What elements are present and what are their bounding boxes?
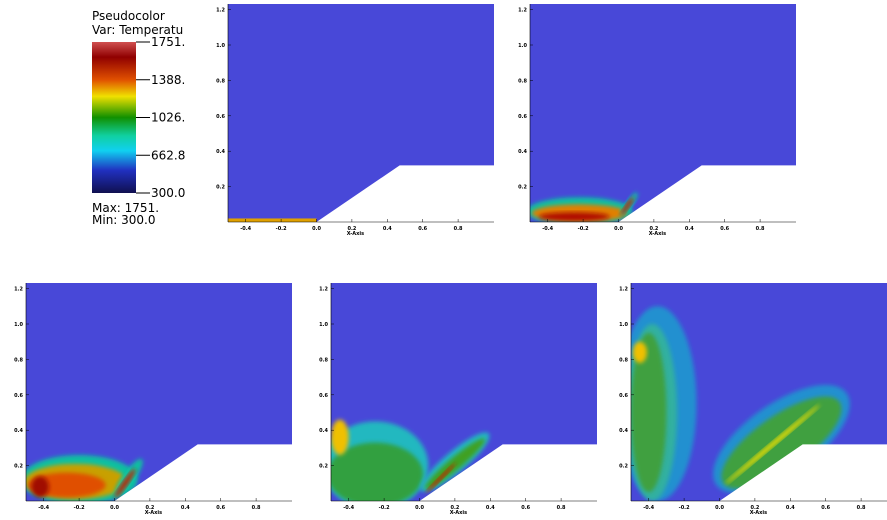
y-tick-label: 1.2 xyxy=(14,287,23,293)
y-tick-label: 0.6 xyxy=(216,114,225,120)
x-tick-label: 0.6 xyxy=(418,226,427,232)
x-axis-label: X-Axis xyxy=(145,510,162,516)
colorbar-label: 662.8 xyxy=(151,148,185,162)
screen: Pseudocolor Var: Temperatu 1751.1388.102… xyxy=(0,0,887,520)
legend-min: Min: 300.0 xyxy=(92,213,156,227)
y-tick-label: 0.2 xyxy=(216,185,225,191)
y-tick-label: 1.0 xyxy=(14,322,23,328)
x-tick-label: 0.6 xyxy=(521,505,530,511)
y-tick-label: 0.4 xyxy=(319,428,328,434)
legend: Pseudocolor Var: Temperatu 1751.1388.102… xyxy=(92,9,185,227)
x-tick-label: -0.4 xyxy=(643,505,654,511)
y-tick-label: 1.0 xyxy=(216,43,225,49)
x-tick-label: 0.8 xyxy=(252,505,261,511)
temperature-region xyxy=(331,420,349,455)
y-tick-label: 0.8 xyxy=(319,357,328,363)
y-tick-label: 1.2 xyxy=(518,8,527,14)
x-tick-label: 0.0 xyxy=(110,505,119,511)
x-tick-label: 0.4 xyxy=(786,505,795,511)
y-tick-label: 0.8 xyxy=(14,357,23,363)
x-tick-label: 0.0 xyxy=(715,505,724,511)
x-tick-label: 0.6 xyxy=(216,505,225,511)
x-tick-label: -0.4 xyxy=(542,226,553,232)
x-tick-label: 0.8 xyxy=(756,226,765,232)
x-tick-label: -0.2 xyxy=(578,226,589,232)
temperature-region xyxy=(539,212,610,221)
y-tick-label: 0.4 xyxy=(518,149,527,155)
field xyxy=(21,283,327,505)
x-tick-label: 0.8 xyxy=(857,505,866,511)
field xyxy=(322,283,632,510)
legend-title: Pseudocolor xyxy=(92,9,165,23)
x-tick-label: -0.2 xyxy=(379,505,390,511)
y-tick-label: 1.0 xyxy=(619,322,628,328)
y-tick-label: 0.4 xyxy=(619,428,628,434)
plot-panel: -0.4 -0.2 0.0 0.2 0.4 0.6 0.8 0.2 0.4 0.6 0.8 1.0 1.… xyxy=(14,283,327,516)
x-tick-label: 0.0 xyxy=(614,226,623,232)
x-tick-label: 0.6 xyxy=(720,226,729,232)
x-tick-label: 0.0 xyxy=(312,226,321,232)
x-tick-label: -0.2 xyxy=(74,505,85,511)
field xyxy=(228,4,529,222)
x-tick-label: 0.0 xyxy=(415,505,424,511)
y-tick-label: 0.8 xyxy=(518,78,527,84)
temperature-region xyxy=(228,218,317,222)
y-tick-label: 0.6 xyxy=(319,393,328,399)
x-tick-label: -0.2 xyxy=(679,505,690,511)
x-tick-label: 0.8 xyxy=(557,505,566,511)
y-tick-label: 0.2 xyxy=(619,464,628,470)
x-axis-label: X-Axis xyxy=(750,510,767,516)
x-tick-label: -0.4 xyxy=(343,505,354,511)
y-tick-label: 1.0 xyxy=(518,43,527,49)
plot-panel: -0.4 -0.2 0.0 0.2 0.4 0.6 0.8 0.2 0.4 0.6 0.8 1.0 1.… xyxy=(216,4,529,237)
x-tick-label: 0.6 xyxy=(821,505,830,511)
colorbar-label: 1751. xyxy=(151,35,185,49)
x-tick-label: -0.2 xyxy=(276,226,287,232)
plot-panel: -0.4 -0.2 0.0 0.2 0.4 0.6 0.8 0.2 0.4 0.6 0.8 1.0 1.… xyxy=(319,283,632,516)
x-tick-label: 0.4 xyxy=(181,505,190,511)
colorbar xyxy=(92,42,136,193)
field xyxy=(619,283,887,514)
y-tick-label: 0.6 xyxy=(518,114,527,120)
y-tick-label: 0.2 xyxy=(518,185,527,191)
y-tick-label: 0.2 xyxy=(319,464,328,470)
y-tick-label: 0.6 xyxy=(619,393,628,399)
x-tick-label: 0.8 xyxy=(454,226,463,232)
colorbar-label: 1388. xyxy=(151,73,185,87)
field xyxy=(526,4,830,226)
colorbar-label: 1026. xyxy=(151,111,185,125)
y-tick-label: 1.2 xyxy=(619,287,628,293)
y-tick-label: 0.8 xyxy=(619,357,628,363)
colorbar-label: 300.0 xyxy=(151,186,185,200)
x-tick-label: 0.4 xyxy=(486,505,495,511)
y-tick-label: 1.0 xyxy=(319,322,328,328)
y-tick-label: 1.2 xyxy=(216,8,225,14)
y-tick-label: 0.8 xyxy=(216,78,225,84)
x-axis-label: X-Axis xyxy=(450,510,467,516)
x-tick-label: 0.4 xyxy=(383,226,392,232)
x-tick-label: -0.4 xyxy=(38,505,49,511)
y-tick-label: 1.2 xyxy=(319,287,328,293)
y-tick-label: 0.4 xyxy=(216,149,225,155)
y-tick-label: 0.4 xyxy=(14,428,23,434)
y-tick-label: 0.6 xyxy=(14,393,23,399)
x-tick-label: 0.4 xyxy=(685,226,694,232)
temperature-region xyxy=(31,476,49,497)
x-axis-label: X-Axis xyxy=(347,231,364,237)
x-axis-label: X-Axis xyxy=(649,231,666,237)
x-tick-label: -0.4 xyxy=(240,226,251,232)
temperature-region xyxy=(633,342,647,363)
y-tick-label: 0.2 xyxy=(14,464,23,470)
